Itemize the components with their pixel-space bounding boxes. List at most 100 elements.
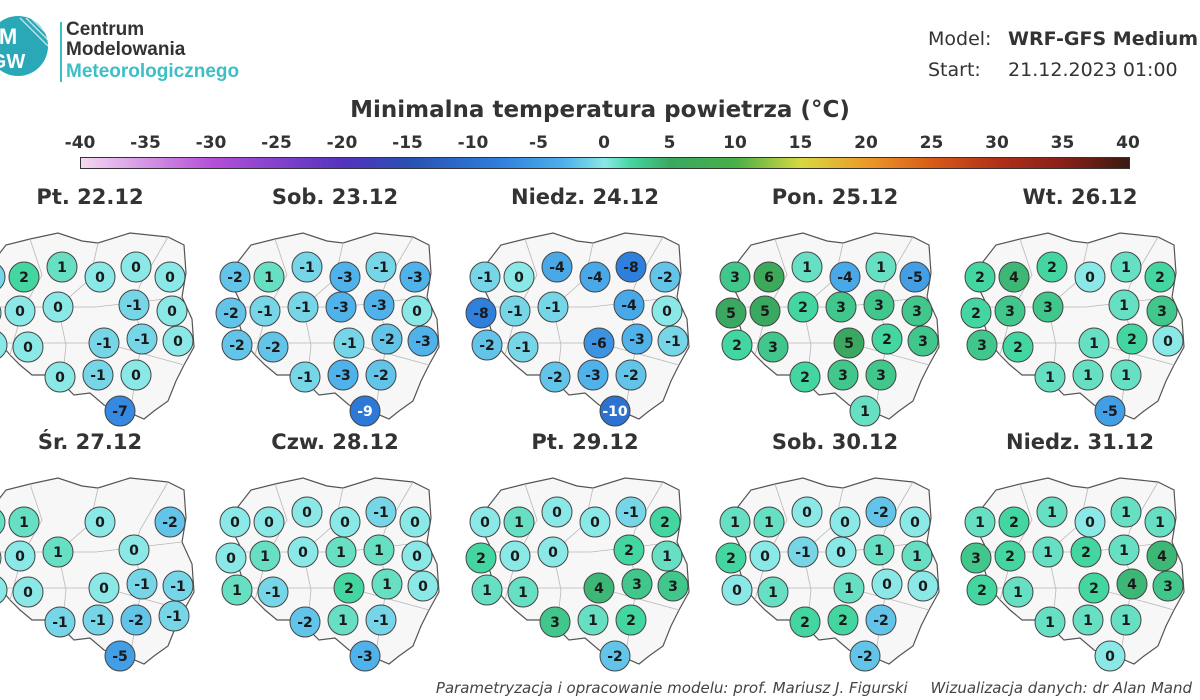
temperature-marker: 1 xyxy=(1032,536,1064,568)
temperature-marker: 1 xyxy=(849,395,881,427)
temperature-dot xyxy=(287,536,319,568)
temperature-marker: 1 xyxy=(363,534,395,566)
temperature-value: 0 xyxy=(836,545,846,561)
temperature-dot xyxy=(1110,496,1142,528)
temperature-dot xyxy=(865,496,897,528)
temperature-value: 1 xyxy=(588,613,598,629)
temperature-value: -1 xyxy=(665,334,681,350)
temperature-dot xyxy=(1152,325,1184,357)
temperature-value: 0 xyxy=(298,545,308,561)
temperature-value: 1 xyxy=(260,549,270,565)
temperature-dot xyxy=(154,261,186,293)
temperature-dot xyxy=(615,604,647,636)
temperature-value: 1 xyxy=(382,577,392,593)
temperature-dot xyxy=(44,606,76,638)
temperature-value: 5 xyxy=(726,306,736,322)
temperature-value: -1 xyxy=(623,505,639,521)
temperature-value: 2 xyxy=(344,581,354,597)
temperature-dot xyxy=(539,606,571,638)
temperature-marker: -1 xyxy=(126,568,158,600)
temperature-dot xyxy=(120,251,152,283)
temperature-value: 1 xyxy=(514,515,524,531)
temperature-dot xyxy=(579,506,611,538)
colorbar-tick-label: -20 xyxy=(326,133,358,153)
temperature-dot xyxy=(791,496,823,528)
temperature-marker: 2 xyxy=(721,329,753,361)
panel-date-title: Pt. 29.12 xyxy=(531,430,639,454)
temperature-value: -2 xyxy=(607,649,623,665)
colorbar-tick-label: 40 xyxy=(1116,133,1140,153)
temperature-value: -1 xyxy=(134,577,150,593)
temperature-value: 1 xyxy=(264,270,274,286)
temperature-value: 1 xyxy=(1083,613,1093,629)
temperature-dot xyxy=(88,572,120,604)
temperature-value: 0 xyxy=(15,549,25,565)
temperature-dot xyxy=(583,327,615,359)
temperature-marker: 1 xyxy=(42,536,74,568)
temperature-value: 3 xyxy=(730,270,740,286)
temperature-dot xyxy=(327,604,359,636)
temperature-dot xyxy=(349,395,381,427)
temperature-dot xyxy=(1108,289,1140,321)
temperature-marker: 0 xyxy=(1074,506,1106,538)
temperature-dot xyxy=(465,542,497,574)
temperature-marker: 3 xyxy=(825,291,857,323)
temperature-dot xyxy=(507,576,539,608)
map-panel: Pon. 25.12 3 6 1 -4 1 -5 5 5 2 3 3 3 2 3 5 2 3 2 3 3 1 xyxy=(715,175,955,430)
temperature-dot xyxy=(825,291,857,323)
temperature-marker: 1 xyxy=(833,572,865,604)
temperature-dot xyxy=(1146,295,1178,327)
temperature-marker: 3 xyxy=(907,325,939,357)
temperature-value: 2 xyxy=(882,332,892,348)
temperature-value: -2 xyxy=(265,340,281,356)
temperature-value: 0 xyxy=(264,515,274,531)
temperature-marker: 3 xyxy=(865,359,897,391)
temperature-marker: 0 xyxy=(907,570,939,602)
poland-map: -1 0-4-4-8-2-8 -1 -1 -4 0-2 -1 -6 -3 -1-2 -3 -2-10 xyxy=(465,232,690,427)
temperature-value: -2 xyxy=(479,338,495,354)
temperature-value: 3 xyxy=(874,298,884,314)
temperature-dot xyxy=(541,251,573,283)
temperature-marker: 0 xyxy=(469,506,501,538)
temperature-marker: -3 xyxy=(621,323,653,355)
temperature-dot xyxy=(0,576,8,604)
temperature-marker: 1 xyxy=(0,510,6,534)
temperature-marker: -3 xyxy=(325,291,357,323)
temperature-marker: 0 xyxy=(42,291,74,323)
temperature-marker: -1 xyxy=(287,291,319,323)
temperature-dot xyxy=(1116,323,1148,355)
temperature-value: 0 xyxy=(99,581,109,597)
poland-map: 1 2 1 0 1 1 3 2 1 2 1 4 2 1 2 4 3 1 1 1 0 xyxy=(960,477,1185,672)
temperature-marker: 3 xyxy=(966,329,998,361)
temperature-marker: -1 xyxy=(657,325,689,357)
temperature-dot xyxy=(291,496,323,528)
temperature-value: -2 xyxy=(297,615,313,631)
map-panel: Sob. 23.12 -2 1 -1 -3 -1 -3 -2 -1 -1 -3 -3 0 -2 -2 -1 -2… xyxy=(215,175,455,430)
temperature-dot xyxy=(899,261,931,293)
panel-date-title: Sob. 23.12 xyxy=(271,185,399,209)
temperature-dot xyxy=(871,568,903,600)
temperature-marker: -3 xyxy=(327,359,359,391)
temperature-dot xyxy=(1002,576,1034,608)
temperature-dot xyxy=(88,327,120,359)
temperature-dot xyxy=(753,506,785,538)
temperature-value: -5 xyxy=(1102,404,1118,420)
temperature-dot xyxy=(215,297,247,329)
temperature-dot xyxy=(156,295,188,327)
poland-map: 0 0 0 0 -1 0 0 1 0 1 1 0 1 -1 2 1 0 -2 1 -1 -3 xyxy=(215,477,440,672)
temperature-marker: 0 xyxy=(329,506,361,538)
temperature-dot xyxy=(104,640,136,672)
map-panel: Sob. 30.12 1 1 0 0 -2 0 2 0 -1 0 1 1 0 1 1 0 0 2 2 -2 -2 xyxy=(715,420,955,675)
temperature-marker: -1 xyxy=(365,251,397,283)
panel-date-title: Wt. 26.12 xyxy=(1022,185,1138,209)
temperature-marker: -2 xyxy=(215,297,247,329)
temperature-dot xyxy=(507,331,539,363)
temperature-marker: -2 xyxy=(289,606,321,638)
temperature-dot xyxy=(1074,506,1106,538)
temperature-marker: -2 xyxy=(599,640,631,672)
temperature-marker: -2 xyxy=(219,261,251,293)
temperature-marker: 0 xyxy=(1094,640,1126,672)
temperature-value: -8 xyxy=(473,306,489,322)
temperature-dot xyxy=(757,576,789,608)
temperature-dot xyxy=(162,325,194,357)
